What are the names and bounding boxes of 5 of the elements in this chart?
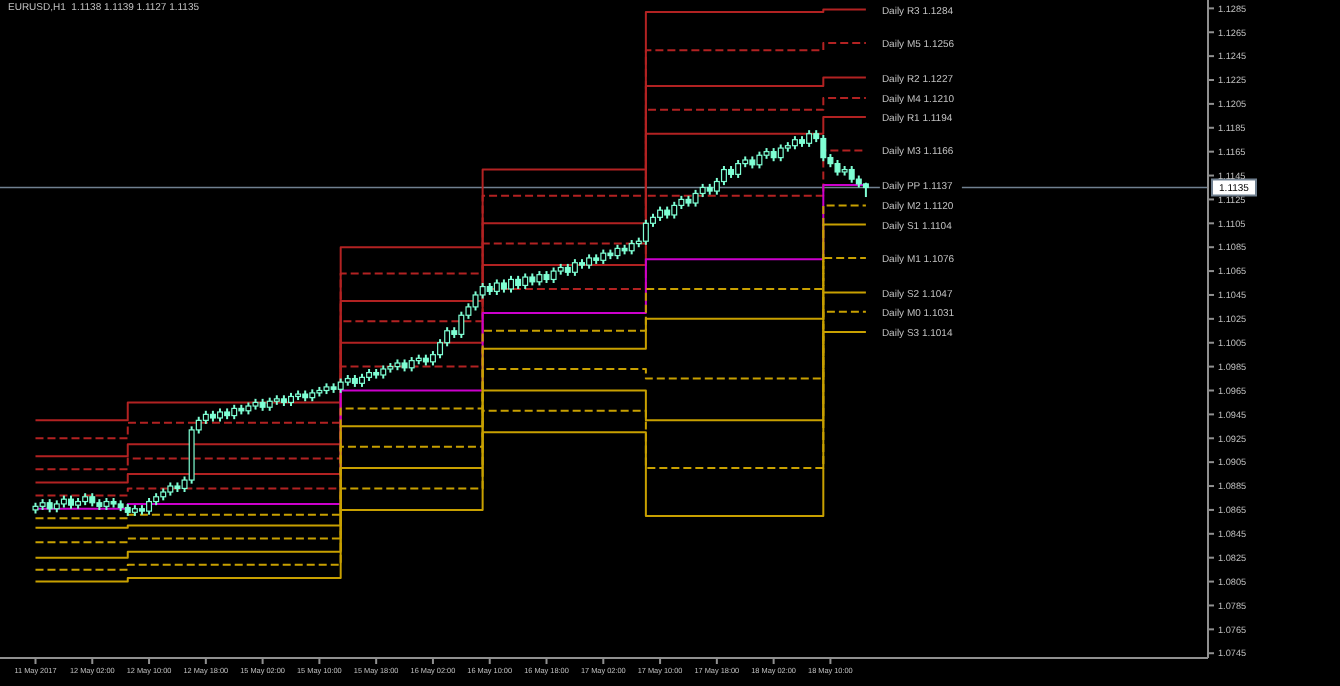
candlestick xyxy=(720,164,727,187)
candlestick xyxy=(472,290,479,312)
candlestick xyxy=(820,133,827,163)
candlestick xyxy=(458,310,465,339)
candlestick xyxy=(642,218,649,246)
